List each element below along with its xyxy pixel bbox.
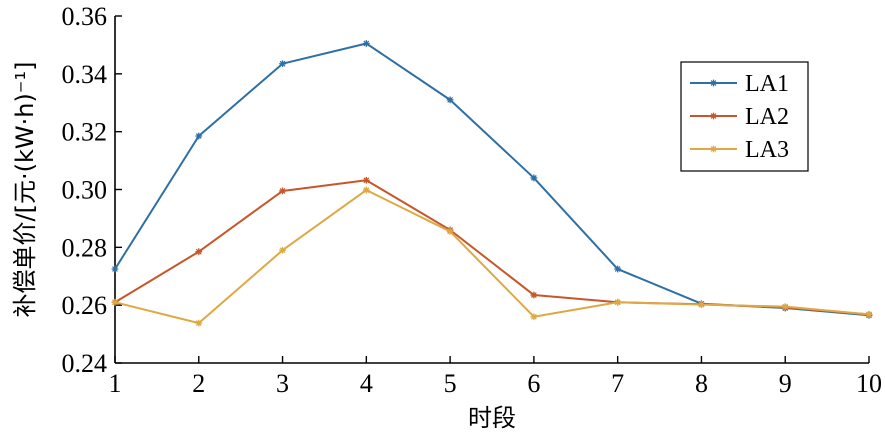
series-line bbox=[114, 179, 870, 316]
data-point bbox=[865, 311, 873, 318]
legend[interactable]: LA1 LA2 LA3 bbox=[680, 61, 809, 172]
legend-swatch-marker bbox=[710, 79, 717, 87]
y-tick-label: 0.26 bbox=[62, 291, 108, 320]
series-layer bbox=[111, 40, 873, 327]
x-tick-label: 4 bbox=[360, 369, 373, 398]
y-tick-label: 0.30 bbox=[62, 176, 108, 205]
data-point bbox=[111, 265, 119, 273]
x-tick-label: 5 bbox=[444, 369, 457, 398]
x-tick-label: 10 bbox=[856, 369, 882, 398]
data-point bbox=[279, 246, 286, 254]
x-tick-label: 6 bbox=[527, 369, 540, 398]
legend-swatch-marker bbox=[710, 145, 717, 153]
y-tick-label: 0.34 bbox=[62, 60, 108, 89]
legend-item-la3[interactable]: LA3 bbox=[690, 137, 789, 163]
x-tick-label: 2 bbox=[192, 369, 205, 398]
legend-item-la2[interactable]: LA2 bbox=[690, 104, 789, 130]
legend-label: LA3 bbox=[745, 137, 789, 163]
x-tick-label: 3 bbox=[276, 369, 289, 398]
data-point bbox=[530, 313, 538, 321]
data-point bbox=[111, 298, 119, 306]
legend-item-la1[interactable]: LA1 bbox=[690, 71, 789, 97]
data-point bbox=[614, 298, 622, 306]
y-axis-title: 补偿单价/[元·(kW·h)⁻¹] bbox=[11, 62, 39, 318]
data-point bbox=[362, 186, 370, 194]
data-point bbox=[195, 132, 203, 140]
y-tick-label: 0.36 bbox=[62, 2, 108, 31]
x-axis-title: 时段 bbox=[468, 404, 516, 432]
data-point bbox=[446, 228, 454, 235]
x-tick-label: 1 bbox=[109, 369, 122, 398]
y-ticks: 0.24 0.26 0.28 0.30 0.32 0.34 0.36 bbox=[62, 2, 122, 378]
data-point bbox=[362, 176, 370, 184]
x-ticks: 1 2 3 4 5 6 7 8 9 10 bbox=[109, 356, 882, 398]
data-point bbox=[781, 303, 789, 311]
data-point bbox=[195, 319, 203, 327]
y-tick-label: 0.28 bbox=[62, 233, 108, 262]
data-point bbox=[698, 301, 705, 308]
data-point bbox=[279, 60, 286, 68]
legend-label: LA1 bbox=[745, 71, 789, 97]
data-point bbox=[530, 174, 538, 182]
x-tick-label: 7 bbox=[611, 369, 624, 398]
legend-swatch-marker bbox=[710, 112, 717, 120]
data-point bbox=[195, 248, 203, 256]
x-tick-label: 9 bbox=[779, 369, 792, 398]
y-tick-label: 0.24 bbox=[62, 349, 108, 378]
x-tick-label: 8 bbox=[695, 369, 708, 398]
series-la2 bbox=[111, 176, 873, 318]
data-point bbox=[614, 265, 622, 273]
data-point bbox=[362, 40, 370, 47]
data-point bbox=[279, 187, 286, 195]
data-point bbox=[446, 96, 454, 104]
data-point bbox=[530, 291, 538, 299]
series-la3 bbox=[111, 186, 873, 327]
legend-label: LA2 bbox=[745, 104, 789, 130]
y-tick-label: 0.32 bbox=[62, 118, 108, 147]
series-line bbox=[114, 189, 870, 325]
